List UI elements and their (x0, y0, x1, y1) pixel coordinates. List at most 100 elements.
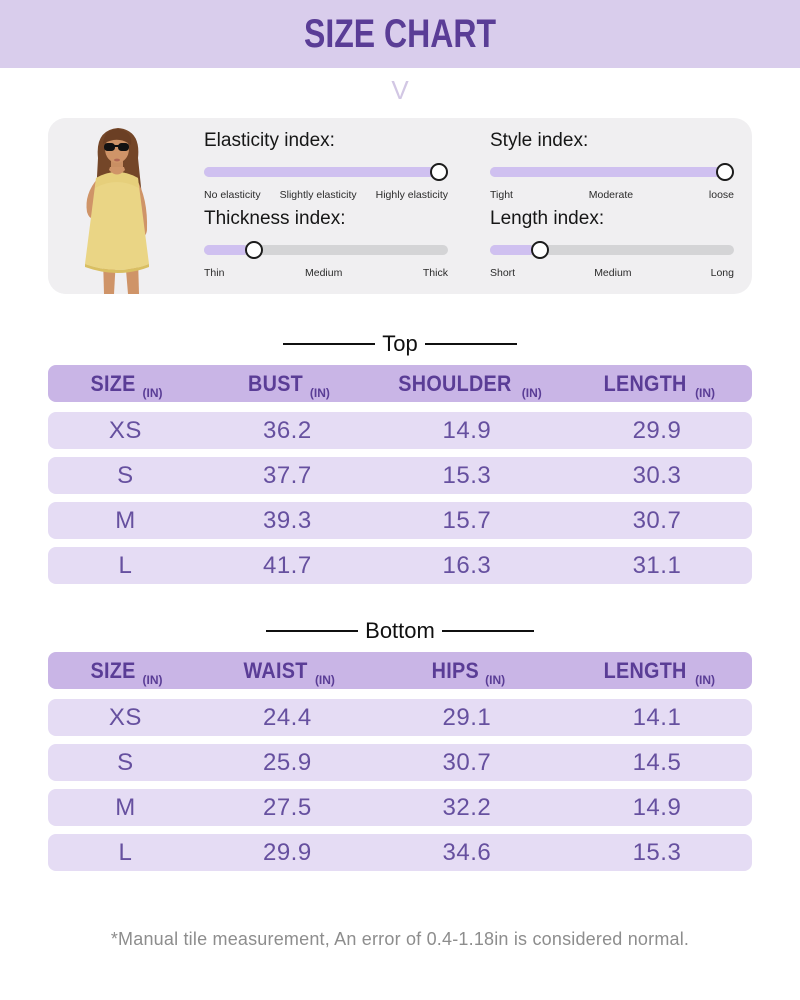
column-header-size: SIZE (IN) (90, 370, 163, 400)
chevron-down-icon: V (391, 75, 409, 105)
cell-hips: 29.1 (442, 703, 492, 731)
cell-waist: 27.5 (262, 793, 312, 821)
divider-line (424, 343, 517, 345)
index-length-label: Length index: (490, 208, 605, 229)
slider-track (490, 245, 734, 255)
scale-label-min: Short (490, 267, 516, 279)
cell-size: L (118, 838, 133, 866)
column-header-bust: BUST (IN) (247, 370, 330, 400)
scale-label-max: Thick (422, 267, 448, 279)
length-scale-labels: Short Medium Long (490, 267, 734, 279)
cell-waist: 29.9 (262, 838, 312, 866)
thickness-scale-labels: Thin Medium Thick (204, 267, 448, 279)
slider-knob[interactable] (530, 241, 549, 259)
bottom-section-title: Bottom (0, 618, 800, 644)
slider-knob[interactable] (430, 163, 448, 181)
model-illustration (48, 118, 196, 294)
slider-fill (204, 245, 248, 255)
table-row: XS 24.4 29.1 14.1 (48, 699, 752, 736)
index-panel: Elasticity index: No elasticity Slightly… (48, 118, 752, 294)
scale-label-min: No elasticity (204, 189, 261, 201)
unit-label: (IN) (309, 385, 330, 400)
cell-shoulder: 16.3 (442, 551, 492, 579)
unit-label: (IN) (521, 385, 542, 400)
elasticity-slider[interactable] (204, 163, 448, 181)
slider-fill (490, 167, 734, 177)
top-size-table: SIZE (IN) BUST (IN) SHOULDER (IN) LENGTH (IN… (48, 365, 752, 584)
unit-label: (IN) (314, 672, 335, 687)
divider-line (283, 343, 376, 345)
unit-label: (IN) (695, 385, 716, 400)
cell-length: 14.5 (632, 748, 682, 776)
table-row: L 41.7 16.3 31.1 (48, 547, 752, 584)
unit-label: (IN) (485, 672, 506, 687)
table-row: XS 36.2 14.9 29.9 (48, 412, 752, 449)
cell-size: XS (108, 703, 142, 731)
scale-label-mid: Medium (304, 267, 343, 279)
cell-length: 30.3 (632, 461, 682, 489)
column-header-shoulder: SHOULDER (IN) (398, 370, 542, 400)
index-style-label: Style index: (490, 130, 589, 151)
scale-label-min: Thin (204, 267, 225, 279)
style-slider[interactable] (490, 163, 734, 181)
scale-label-max: loose (708, 189, 734, 201)
bottom-section-label: Bottom (365, 618, 435, 643)
column-header-size: SIZE (IN) (90, 657, 163, 687)
scale-label-max: Highly elasticity (375, 189, 448, 201)
cell-length: 31.1 (632, 551, 682, 579)
unit-label: (IN) (695, 672, 716, 687)
index-style: Style index: Tight Moderate loose (490, 130, 734, 208)
cell-size: S (117, 748, 134, 776)
column-header-length: LENGTH (IN) (603, 370, 716, 400)
scale-label-mid: Slightly elasticity (279, 189, 357, 201)
cell-shoulder: 14.9 (442, 416, 492, 444)
index-grid: Elasticity index: No elasticity Slightly… (196, 118, 752, 294)
cell-size: L (118, 551, 133, 579)
style-scale-labels: Tight Moderate loose (490, 189, 734, 201)
cell-bust: 36.2 (262, 416, 312, 444)
slider-knob[interactable] (244, 241, 263, 259)
cell-hips: 30.7 (442, 748, 492, 776)
thickness-slider[interactable] (204, 241, 448, 259)
top-section-title: Top (0, 331, 800, 357)
header-banner: SIZE CHART (0, 0, 800, 68)
table-header-row: SIZE (IN) WAIST (IN) HIPS (IN) LENGTH (IN) (48, 652, 752, 689)
cell-size: XS (108, 416, 142, 444)
cell-length: 30.7 (632, 506, 682, 534)
index-elasticity-label: Elasticity index: (204, 130, 335, 151)
scale-label-mid: Moderate (588, 189, 634, 201)
index-thickness: Thickness index: Thin Medium Thick (204, 208, 448, 286)
scale-label-max: Long (710, 267, 734, 279)
scale-label-mid: Medium (594, 267, 632, 279)
slider-track (204, 245, 448, 255)
cell-hips: 34.6 (442, 838, 492, 866)
scale-label-min: Tight (490, 189, 513, 201)
bottom-size-table: SIZE (IN) WAIST (IN) HIPS (IN) LENGTH (IN) X… (48, 652, 752, 871)
cell-length: 14.1 (632, 703, 682, 731)
cell-bust: 39.3 (262, 506, 312, 534)
unit-label: (IN) (142, 385, 163, 400)
column-header-hips: HIPS (IN) (431, 657, 506, 687)
cell-size: M (115, 506, 136, 534)
elasticity-scale-labels: No elasticity Slightly elasticity Highly… (204, 189, 448, 201)
table-row: S 25.9 30.7 14.5 (48, 744, 752, 781)
index-thickness-label: Thickness index: (204, 208, 346, 229)
cell-bust: 37.7 (262, 461, 312, 489)
table-row: S 37.7 15.3 30.3 (48, 457, 752, 494)
cell-shoulder: 15.3 (442, 461, 492, 489)
column-header-length: LENGTH (IN) (603, 657, 716, 687)
slider-fill (490, 245, 534, 255)
cell-bust: 41.7 (262, 551, 312, 579)
slider-knob[interactable] (716, 163, 734, 181)
cell-length: 29.9 (632, 416, 682, 444)
slider-fill (204, 167, 448, 177)
page-title: SIZE CHART (304, 11, 496, 56)
divider-line (441, 630, 534, 632)
table-row: M 27.5 32.2 14.9 (48, 789, 752, 826)
index-elasticity: Elasticity index: No elasticity Slightly… (204, 130, 448, 208)
cell-waist: 25.9 (262, 748, 312, 776)
cell-shoulder: 15.7 (442, 506, 492, 534)
table-row: M 39.3 15.7 30.7 (48, 502, 752, 539)
length-slider[interactable] (490, 241, 734, 259)
table-row: L 29.9 34.6 15.3 (48, 834, 752, 871)
